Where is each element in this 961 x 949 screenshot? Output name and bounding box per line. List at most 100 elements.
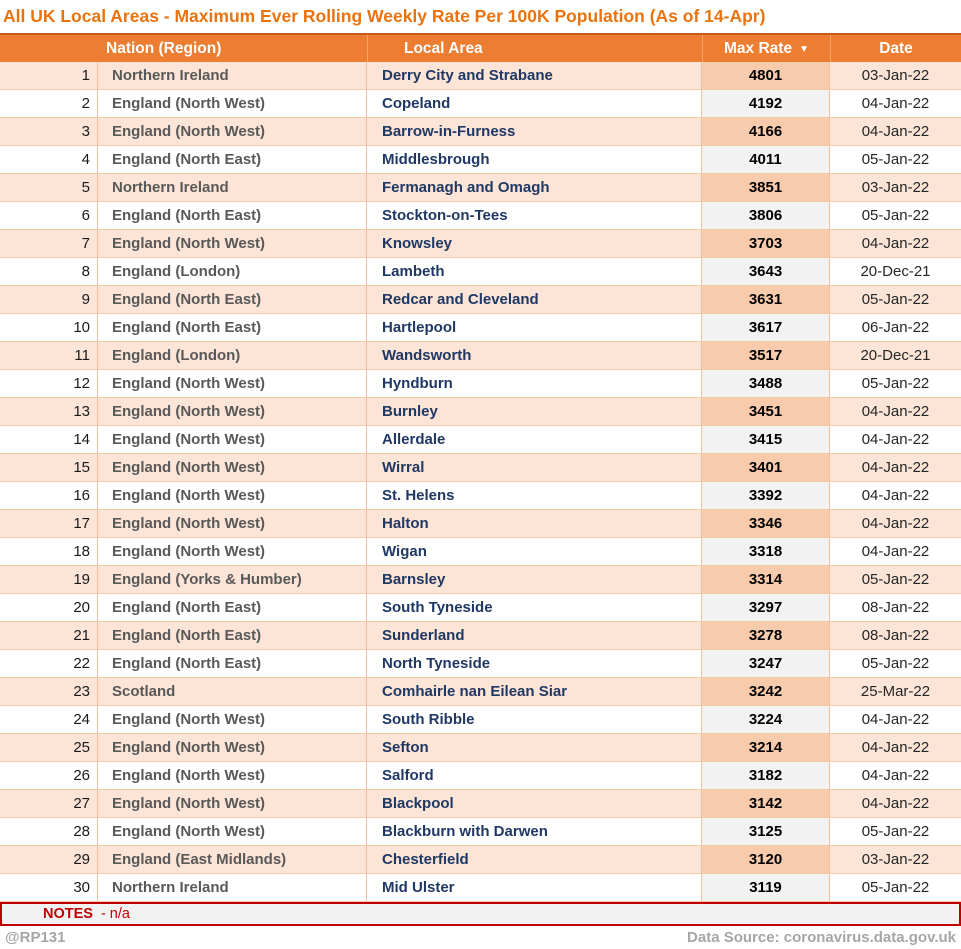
table-header-row: Nation (Region) Local Area Max Rate ▼ Da…	[0, 33, 961, 62]
max-rate-cell: 3451	[702, 398, 830, 425]
row-number: 25	[0, 734, 98, 761]
row-number: 11	[0, 342, 98, 369]
local-area-cell: Redcar and Cleveland	[367, 286, 702, 313]
data-source: Data Source: coronavirus.data.gov.uk	[687, 929, 956, 946]
table-row: 2 England (North West) Copeland 4192 04-…	[0, 90, 961, 118]
max-rate-cell: 3125	[702, 818, 830, 845]
nation-cell: England (North West)	[98, 734, 367, 761]
row-number: 7	[0, 230, 98, 257]
row-number: 24	[0, 706, 98, 733]
nation-cell: England (North East)	[98, 286, 367, 313]
row-number: 8	[0, 258, 98, 285]
header-nation-region: Nation (Region)	[106, 39, 222, 57]
max-rate-cell: 3488	[702, 370, 830, 397]
nation-cell: England (North West)	[98, 482, 367, 509]
date-cell: 04-Jan-22	[861, 403, 930, 420]
local-area-cell: Sefton	[367, 734, 702, 761]
nation-cell: England (North West)	[98, 510, 367, 537]
nation-cell: England (North West)	[98, 370, 367, 397]
table-row: 8 England (London) Lambeth 3643 20-Dec-2…	[0, 258, 961, 286]
nation-cell: England (North East)	[98, 202, 367, 229]
local-area-cell: Blackburn with Darwen	[367, 818, 702, 845]
date-cell: 05-Jan-22	[861, 823, 930, 840]
table-row: 26 England (North West) Salford 3182 04-…	[0, 762, 961, 790]
local-area-cell: Chesterfield	[367, 846, 702, 873]
table-row: 27 England (North West) Blackpool 3142 0…	[0, 790, 961, 818]
row-number: 15	[0, 454, 98, 481]
table-row: 29 England (East Midlands) Chesterfield …	[0, 846, 961, 874]
nation-cell: Northern Ireland	[98, 874, 367, 901]
table-row: 20 England (North East) South Tyneside 3…	[0, 594, 961, 622]
nation-cell: Northern Ireland	[98, 62, 367, 89]
table-row: 21 England (North East) Sunderland 3278 …	[0, 622, 961, 650]
row-number: 12	[0, 370, 98, 397]
nation-cell: England (North East)	[98, 314, 367, 341]
max-rate-cell: 3214	[702, 734, 830, 761]
row-number: 28	[0, 818, 98, 845]
local-area-cell: Allerdale	[367, 426, 702, 453]
date-cell: 04-Jan-22	[861, 795, 930, 812]
local-area-cell: Sunderland	[367, 622, 702, 649]
max-rate-cell: 3643	[702, 258, 830, 285]
table-row: 11 England (London) Wandsworth 3517 20-D…	[0, 342, 961, 370]
row-number: 6	[0, 202, 98, 229]
table-row: 9 England (North East) Redcar and Clevel…	[0, 286, 961, 314]
date-cell: 04-Jan-22	[861, 95, 930, 112]
row-number: 19	[0, 566, 98, 593]
row-number: 18	[0, 538, 98, 565]
local-area-cell: Wandsworth	[367, 342, 702, 369]
date-cell: 04-Jan-22	[861, 767, 930, 784]
date-cell: 03-Jan-22	[861, 67, 930, 84]
date-cell: 20-Dec-21	[860, 263, 931, 280]
row-number: 21	[0, 622, 98, 649]
row-number: 20	[0, 594, 98, 621]
nation-cell: England (North West)	[98, 454, 367, 481]
max-rate-cell: 3120	[702, 846, 830, 873]
date-cell: 04-Jan-22	[861, 123, 930, 140]
header-max-rate[interactable]: Max Rate ▼	[702, 35, 830, 62]
table-row: 18 England (North West) Wigan 3318 04-Ja…	[0, 538, 961, 566]
date-cell: 20-Dec-21	[860, 347, 931, 364]
date-cell: 04-Jan-22	[861, 739, 930, 756]
sort-descending-icon[interactable]: ▼	[799, 43, 809, 55]
max-rate-cell: 4166	[702, 118, 830, 145]
local-area-cell: Knowsley	[367, 230, 702, 257]
nation-cell: England (North West)	[98, 538, 367, 565]
nation-cell: England (North West)	[98, 426, 367, 453]
max-rate-cell: 3851	[702, 174, 830, 201]
max-rate-cell: 3806	[702, 202, 830, 229]
row-number: 5	[0, 174, 98, 201]
table-row: 13 England (North West) Burnley 3451 04-…	[0, 398, 961, 426]
max-rate-cell: 3224	[702, 706, 830, 733]
table-body: 1 Northern Ireland Derry City and Straba…	[0, 62, 961, 902]
date-cell: 04-Jan-22	[861, 459, 930, 476]
local-area-cell: Halton	[367, 510, 702, 537]
nation-cell: England (North East)	[98, 594, 367, 621]
nation-cell: England (North West)	[98, 790, 367, 817]
row-number: 9	[0, 286, 98, 313]
local-area-cell: St. Helens	[367, 482, 702, 509]
date-cell: 08-Jan-22	[861, 599, 930, 616]
date-cell: 04-Jan-22	[861, 487, 930, 504]
max-rate-cell: 4011	[702, 146, 830, 173]
table-row: 1 Northern Ireland Derry City and Straba…	[0, 62, 961, 90]
table-row: 5 Northern Ireland Fermanagh and Omagh 3…	[0, 174, 961, 202]
local-area-cell: Hyndburn	[367, 370, 702, 397]
local-area-cell: Wigan	[367, 538, 702, 565]
row-number: 23	[0, 678, 98, 705]
date-cell: 25-Mar-22	[860, 683, 931, 700]
local-area-cell: Mid Ulster	[367, 874, 702, 901]
max-rate-cell: 3119	[702, 874, 830, 901]
nation-cell: England (East Midlands)	[98, 846, 367, 873]
table-row: 15 England (North West) Wirral 3401 04-J…	[0, 454, 961, 482]
local-area-cell: Barrow-in-Furness	[367, 118, 702, 145]
table-row: 6 England (North East) Stockton-on-Tees …	[0, 202, 961, 230]
notes-label: NOTES	[43, 906, 93, 922]
row-number: 26	[0, 762, 98, 789]
row-number: 22	[0, 650, 98, 677]
table-row: 3 England (North West) Barrow-in-Furness…	[0, 118, 961, 146]
row-number: 17	[0, 510, 98, 537]
nation-cell: England (North West)	[98, 90, 367, 117]
max-rate-cell: 3242	[702, 678, 830, 705]
table-row: 24 England (North West) South Ribble 322…	[0, 706, 961, 734]
